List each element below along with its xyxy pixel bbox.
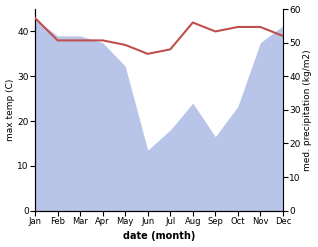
X-axis label: date (month): date (month) — [123, 231, 195, 242]
Y-axis label: max temp (C): max temp (C) — [5, 79, 15, 141]
Y-axis label: med. precipitation (kg/m2): med. precipitation (kg/m2) — [303, 49, 313, 171]
